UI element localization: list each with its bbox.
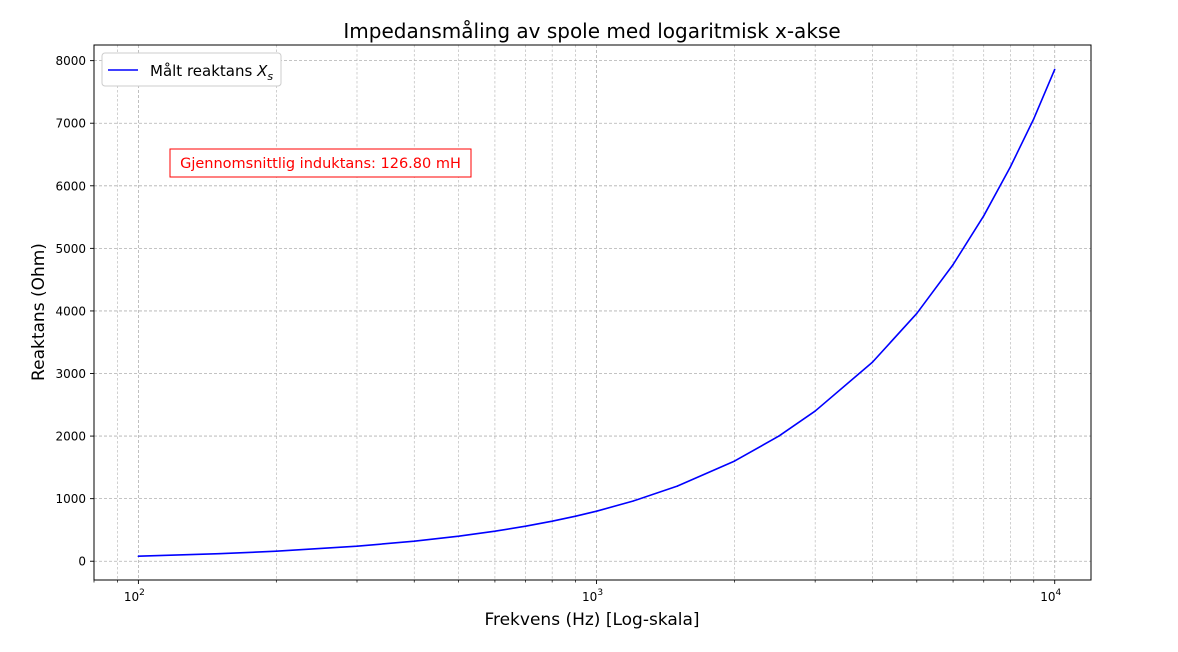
data-point (982, 215, 985, 217)
data-point (676, 485, 679, 487)
x-tick-label-exponent: 2 (139, 588, 145, 598)
data-point (413, 540, 416, 542)
y-tick-label: 3000 (55, 367, 86, 381)
data-point (218, 552, 220, 555)
y-tick-label: 6000 (55, 179, 86, 193)
data-point (524, 525, 527, 527)
annotation-border (169, 148, 472, 178)
x-tick-label-base: 10 (1040, 590, 1055, 604)
data-point (814, 410, 816, 412)
data-point (595, 510, 598, 512)
legend-frame (101, 52, 282, 87)
y-tick-label: 2000 (55, 430, 86, 444)
data-point (574, 515, 577, 517)
legend-entry: Målt reaktans Xs (150, 62, 273, 83)
data-point (733, 460, 736, 462)
grid-layer (93, 45, 1091, 580)
y-tick-label: 5000 (55, 242, 86, 256)
annotation-text: Gjennomsnittlig induktans: 126.80 mH (180, 156, 461, 172)
annotation-box: Gjennomsnittlig induktans: 126.80 mH (169, 148, 472, 178)
y-tick-label: 1000 (55, 492, 86, 506)
x-tick-label-base: 10 (582, 590, 597, 604)
data-point (916, 312, 918, 315)
x-tick-label-base: 10 (124, 590, 139, 604)
x-tick-label-exponent: 4 (1055, 588, 1061, 598)
data-point (632, 500, 634, 502)
data-point (356, 545, 358, 548)
ticks-layer: 102 103 1040100020003000400050006000700080… (55, 54, 1061, 604)
x-tick-label: 104 (1040, 588, 1061, 604)
plot-area (94, 45, 1091, 580)
legend-label-text: Målt reaktans (150, 62, 257, 80)
data-point (551, 520, 553, 522)
data-point (457, 535, 460, 537)
data-point (1053, 68, 1056, 71)
legend-label-subscript: s (267, 70, 273, 83)
y-tick-label: 4000 (55, 304, 86, 318)
legend: Målt reaktans Xs (101, 52, 282, 87)
chart-title: Impedansmåling av spole med logaritmisk … (343, 19, 840, 43)
x-tick-label-exponent: 3 (597, 588, 603, 598)
y-tick-label: 7000 (55, 117, 86, 131)
data-point (494, 530, 496, 532)
y-tick-label: 0 (78, 555, 86, 569)
data-point (1009, 166, 1012, 168)
data-point (778, 435, 780, 437)
series-layer (137, 68, 1056, 558)
data-point (137, 555, 140, 558)
data-point (275, 550, 278, 553)
y-tick-label: 8000 (55, 54, 86, 68)
x-axis-label: Frekvens (Hz) [Log-skala] (484, 610, 699, 630)
axes-border (93, 44, 1092, 581)
y-axis-label: Reaktans (Ohm) (29, 243, 49, 381)
x-tick-label: 102 (124, 588, 145, 604)
legend-label-math: X (256, 62, 268, 80)
data-point (1032, 118, 1035, 120)
data-point (952, 263, 954, 266)
x-tick-label: 103 (582, 588, 603, 604)
data-point (871, 361, 874, 364)
